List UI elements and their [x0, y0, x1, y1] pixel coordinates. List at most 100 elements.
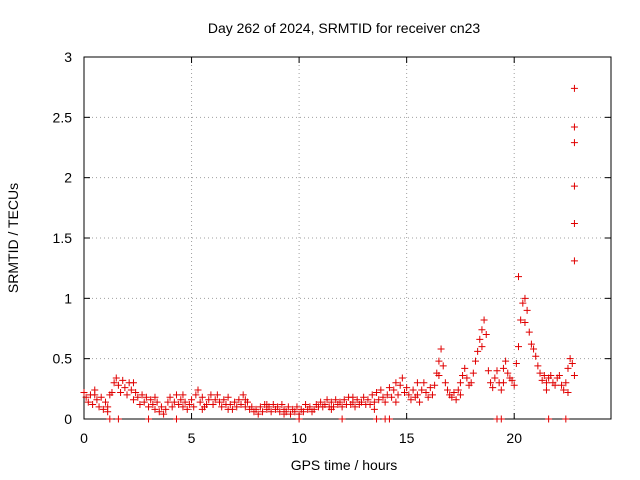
data-point — [482, 331, 490, 339]
data-point — [97, 393, 105, 401]
data-point — [388, 393, 396, 401]
data-point — [190, 403, 198, 411]
data-point — [426, 384, 434, 392]
x-axis: 0 5 10 15 20 — [80, 57, 522, 446]
data-point — [209, 401, 217, 409]
data-point — [160, 410, 168, 418]
data-point — [409, 386, 417, 394]
data-point — [162, 405, 170, 413]
data-point — [497, 386, 505, 394]
data-point — [558, 381, 566, 389]
data-point — [401, 388, 409, 396]
data-point — [491, 374, 499, 382]
data-point — [508, 376, 516, 384]
data-point — [147, 396, 155, 404]
data-point — [239, 391, 247, 399]
data-point — [439, 362, 447, 370]
data-point — [364, 396, 372, 404]
data-point — [267, 408, 275, 416]
data-point — [181, 398, 189, 406]
data-point — [420, 379, 428, 387]
data-point — [175, 401, 183, 409]
data-point — [570, 123, 578, 131]
data-point — [216, 398, 224, 406]
data-point — [497, 415, 505, 423]
data-point — [256, 403, 264, 411]
data-point — [145, 415, 153, 423]
data-point — [570, 139, 578, 147]
data-point — [183, 405, 191, 413]
data-point — [203, 401, 211, 409]
x-tick-label: 15 — [399, 430, 415, 446]
data-point — [416, 398, 424, 406]
data-point — [198, 393, 206, 401]
data-point — [129, 379, 137, 387]
data-point — [360, 393, 368, 401]
x-tick-label: 20 — [506, 430, 522, 446]
y-tick-label: 0 — [64, 411, 72, 427]
data-point — [398, 374, 406, 382]
data-point — [564, 364, 572, 372]
data-point — [237, 401, 245, 409]
data-point — [153, 398, 161, 406]
data-point — [566, 355, 574, 363]
data-point — [310, 405, 318, 413]
data-point — [274, 403, 282, 411]
data-point — [478, 326, 486, 334]
data-point — [431, 381, 439, 389]
data-point — [213, 391, 221, 399]
data-point — [437, 345, 445, 353]
data-point — [545, 415, 553, 423]
data-point — [452, 396, 460, 404]
data-point — [114, 381, 122, 389]
data-point — [532, 352, 540, 360]
data-point — [375, 396, 383, 404]
data-point — [542, 386, 550, 394]
data-point — [413, 379, 421, 387]
data-point — [469, 369, 477, 377]
data-point — [302, 401, 310, 409]
data-point — [385, 384, 393, 392]
data-point — [456, 391, 464, 399]
data-point — [521, 294, 529, 302]
data-point — [370, 398, 378, 406]
data-point — [368, 391, 376, 399]
data-point — [293, 403, 301, 411]
data-point — [211, 396, 219, 404]
data-point — [499, 364, 507, 372]
data-point — [263, 401, 271, 409]
data-point — [448, 393, 456, 401]
data-point — [547, 372, 555, 380]
data-point — [327, 405, 335, 413]
data-point — [134, 393, 142, 401]
data-point — [336, 398, 344, 406]
data-point — [489, 384, 497, 392]
data-point — [91, 391, 99, 399]
data-point — [112, 374, 120, 382]
data-point — [568, 359, 576, 367]
data-point — [129, 396, 137, 404]
data-point — [166, 393, 174, 401]
data-point — [145, 403, 153, 411]
data-point — [259, 408, 267, 416]
data-point — [89, 401, 97, 409]
data-point — [519, 299, 527, 307]
data-point — [487, 379, 495, 387]
x-axis-label: GPS time / hours — [291, 457, 398, 473]
data-point — [123, 391, 131, 399]
data-point — [338, 403, 346, 411]
data-point — [196, 398, 204, 406]
data-point — [403, 384, 411, 392]
data-point — [95, 403, 103, 411]
data-point — [510, 381, 518, 389]
data-point — [454, 386, 462, 394]
data-point — [338, 415, 346, 423]
data-point — [117, 388, 125, 396]
data-point — [172, 415, 180, 423]
data-point — [254, 410, 262, 418]
chart-title: Day 262 of 2024, SRMTID for receiver cn2… — [208, 20, 481, 36]
data-point — [151, 405, 159, 413]
data-point — [138, 391, 146, 399]
data-point — [82, 393, 90, 401]
y-tick-label: 0.5 — [53, 351, 73, 367]
